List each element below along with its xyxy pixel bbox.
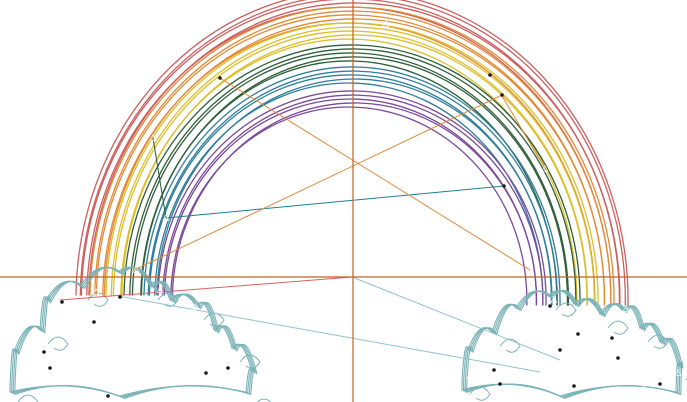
- rainbow-stroke: [129, 48, 577, 306]
- triangle-marker-icon: [192, 302, 200, 310]
- cloud-swirl: [607, 320, 629, 335]
- rainbow-stroke: [147, 70, 558, 306]
- rainbow-arcs: [75, 0, 629, 306]
- dot-marker-icon: [92, 320, 96, 324]
- triangle-marker-icon: [518, 347, 526, 355]
- triangle-marker-icon: [382, 19, 390, 27]
- rainbow-stroke: [105, 22, 599, 306]
- rainbow-stroke: [75, 0, 629, 306]
- guide-line-teal: [165, 185, 505, 219]
- control-point-markers: [22, 19, 682, 398]
- rainbow-band-purple: [157, 90, 547, 306]
- dot-marker-icon: [658, 382, 662, 386]
- rainbow-stroke: [103, 18, 606, 306]
- cloud-swirl: [17, 394, 39, 402]
- rainbow-stroke: [121, 34, 588, 306]
- triangle-marker-icon: [596, 317, 604, 325]
- triangle-marker-icon: [482, 353, 490, 361]
- left-cloud: [9, 266, 272, 402]
- dot-marker-icon: [610, 336, 614, 340]
- rainbow-stroke: [94, 10, 612, 306]
- rainbow-stroke: [123, 44, 581, 306]
- dot-marker-icon: [558, 348, 562, 352]
- guide-line-red: [59, 276, 353, 301]
- triangle-marker-icon: [68, 285, 76, 293]
- triangle-marker-icon: [162, 213, 170, 221]
- dot-marker-icon: [42, 350, 46, 354]
- dot-marker-icon: [500, 93, 504, 97]
- triangle-marker-icon: [22, 373, 30, 381]
- triangle-marker-icon: [550, 295, 558, 303]
- triangle-marker-icon: [149, 133, 157, 141]
- triangle-marker-icon: [532, 321, 540, 329]
- dot-marker-icon: [204, 371, 208, 375]
- triangle-marker-icon: [92, 287, 100, 295]
- cloud-swirl: [203, 312, 225, 327]
- rainbow-stroke: [171, 102, 538, 306]
- dot-marker-icon: [616, 356, 620, 360]
- dot-marker-icon: [106, 394, 110, 398]
- dot-marker-icon: [218, 76, 222, 80]
- dot-marker-icon: [572, 384, 576, 388]
- cloud-outline: [466, 289, 684, 400]
- triangle-marker-icon: [640, 383, 648, 391]
- triangle-marker-icon: [240, 364, 248, 372]
- cloud-outline: [14, 266, 258, 399]
- dot-marker-icon: [60, 300, 64, 304]
- rainbow-stroke: [110, 26, 595, 306]
- triangle-marker-icon: [156, 285, 164, 293]
- cloud-swirl: [647, 334, 669, 349]
- cloud-swirl: [555, 302, 577, 317]
- cloud-swirl: [469, 386, 491, 401]
- rainbow-stroke: [143, 66, 561, 306]
- clouds: [9, 266, 687, 402]
- cloud-swirl: [47, 336, 69, 351]
- dot-marker-icon: [226, 366, 230, 370]
- guide-line-orange-b: [129, 95, 501, 273]
- rainbow-stroke: [156, 78, 553, 306]
- triangle-marker-icon: [466, 371, 474, 379]
- cloud-swirl: [239, 354, 261, 369]
- dot-marker-icon: [576, 332, 580, 336]
- rainbow-stroke: [157, 90, 547, 306]
- dot-marker-icon: [548, 304, 552, 308]
- triangle-marker-icon: [674, 368, 682, 376]
- triangle-marker-icon: [132, 265, 140, 273]
- triangle-marker-icon: [124, 368, 132, 376]
- right-cloud: [461, 289, 687, 401]
- triangle-marker-icon: [171, 353, 179, 361]
- dot-marker-icon: [48, 366, 52, 370]
- triangle-marker-icon: [516, 315, 524, 323]
- dot-marker-icon: [502, 184, 506, 188]
- guide-lines: [59, 77, 561, 373]
- rainbow-stroke: [89, 6, 615, 306]
- dot-marker-icon: [118, 295, 122, 299]
- dot-marker-icon: [498, 382, 502, 386]
- guide-line-cyan-b: [351, 276, 561, 361]
- triangle-marker-icon: [660, 351, 668, 359]
- guide-line-orange-a: [219, 77, 531, 271]
- guide-line-cyan-a: [117, 295, 541, 373]
- cloud-swirl: [157, 292, 179, 307]
- dot-marker-icon: [492, 368, 496, 372]
- triangle-marker-icon: [541, 164, 549, 172]
- rainbow-stroke: [88, 2, 621, 306]
- triangle-marker-icon: [148, 375, 156, 383]
- dot-marker-icon: [488, 73, 492, 77]
- triangle-marker-icon: [168, 318, 176, 326]
- guide-line-orange-c: [501, 95, 547, 171]
- rainbow-stroke: [79, 0, 626, 306]
- rainbow-stroke: [162, 94, 544, 306]
- cloud-swirl: [499, 338, 521, 353]
- cloud-swirl: [256, 398, 272, 402]
- guide-line-dark: [152, 137, 167, 219]
- triangle-marker-icon: [622, 304, 630, 312]
